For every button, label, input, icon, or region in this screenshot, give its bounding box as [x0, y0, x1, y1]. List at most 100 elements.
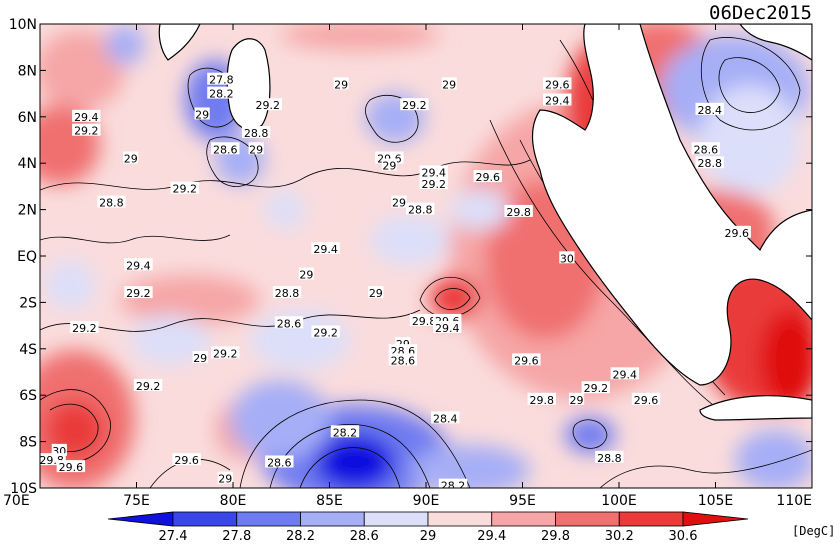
- contour-label: 28.8: [99, 197, 124, 210]
- contour-label-box: [207, 72, 236, 85]
- contour-label-box: [438, 478, 468, 488]
- contour-label-box: [409, 313, 439, 326]
- contour-label: 29.2: [72, 322, 97, 335]
- contour-label-box: [388, 353, 418, 366]
- contour-label: 28.8: [244, 127, 269, 140]
- contour-label-box: [512, 353, 541, 366]
- contour-label: 29.2: [421, 178, 446, 191]
- lat-tick-label: 4S: [19, 342, 37, 358]
- colorbar-segment: [427, 511, 493, 527]
- contour-label-box: [695, 102, 724, 115]
- contour-label-box: [274, 316, 304, 329]
- contour-label: 29.2: [255, 99, 280, 112]
- contour-label: 29.2: [74, 125, 99, 138]
- contour-label: 29: [124, 153, 138, 166]
- contour-label: 28.2: [333, 426, 358, 439]
- contour-label-box: [207, 86, 236, 99]
- colorbar-level-label: 30.6: [669, 529, 698, 544]
- contour-label: 28.8: [597, 452, 622, 465]
- contour-label: 29.6: [59, 461, 84, 474]
- colorbar-level-label: 29.4: [477, 529, 506, 544]
- contour-label: 29.6: [634, 394, 659, 407]
- contour-label: 29: [299, 269, 313, 282]
- lon-tick-label: 75E: [123, 493, 150, 509]
- contour-label: 29.6: [724, 227, 749, 240]
- contour-label-box: [543, 93, 572, 106]
- contour-label: 29.4: [74, 111, 99, 124]
- sumatra-malay-land: [531, 24, 812, 386]
- contour-label: 28.6: [213, 143, 238, 156]
- lat-tick-label: 6N: [18, 110, 37, 126]
- colorbar-segment: [236, 511, 301, 527]
- contour-label: 29.4: [126, 259, 151, 272]
- contour-label: 28.2: [209, 88, 234, 101]
- contour-label: 29.2: [402, 99, 427, 112]
- lon-tick-label: 90E: [413, 493, 440, 509]
- contour-label-box: [311, 325, 340, 338]
- contour-label-box: [133, 378, 163, 391]
- contour-label: 29.4: [313, 243, 338, 256]
- contour-label-box: [248, 142, 264, 155]
- contour-label-box: [97, 195, 126, 208]
- contour-label: 29.8: [412, 315, 437, 328]
- contour-label: 29.4: [545, 95, 570, 108]
- date-label: 06Dec2015: [709, 2, 812, 24]
- contour-label-box: [595, 450, 624, 463]
- contour-label-box: [170, 181, 199, 194]
- colorbar-segment: [555, 511, 620, 527]
- contour-label: 28.2: [441, 480, 466, 493]
- colorbar-segment: [300, 511, 365, 527]
- contour-label-box: [272, 286, 302, 299]
- contour-label-box: [217, 471, 233, 484]
- contour-label-box: [192, 351, 208, 364]
- contour-label: 29: [392, 197, 406, 210]
- contour-label-box: [368, 286, 384, 299]
- contour-label: 29.4: [421, 166, 446, 179]
- contour-label-box: [527, 392, 556, 405]
- colorbar: 27.4 27.8 28.2 28.6 29 29.4 29.8 30.2 30.6: [107, 511, 749, 544]
- contour-label: 29.6: [174, 454, 199, 467]
- colorbar-level-label: 28.2: [286, 529, 315, 544]
- contour-label-box: [330, 425, 360, 438]
- contour-label: 28.8: [408, 204, 433, 217]
- contour-label-box: [431, 411, 460, 424]
- colorbar-segment: [363, 511, 429, 527]
- longitude-axis: 70E 75E 80E 85E 90E 95E 100E 105E 110E: [3, 24, 813, 509]
- colorbar-level-label: 28.6: [350, 529, 379, 544]
- contour-label: 29: [442, 78, 456, 91]
- contour-label: 29.2: [584, 382, 609, 395]
- contour-label-box: [406, 202, 435, 215]
- contour-label: 29.8: [530, 394, 555, 407]
- colorbar-segment: [172, 511, 238, 527]
- contour-label-box: [631, 392, 661, 405]
- contour-label: 28.8: [697, 157, 722, 170]
- contour-label-box: [610, 367, 639, 380]
- lat-tick-label: 6S: [19, 388, 37, 404]
- contour-label-box: [441, 77, 457, 90]
- contour-label: 29: [382, 160, 396, 173]
- contour-label-box: [543, 77, 572, 90]
- lat-tick-label: 10S: [10, 481, 37, 497]
- india-land: [158, 24, 201, 61]
- contour-label: 29.8: [506, 206, 531, 219]
- contour-label: 28.6: [391, 354, 416, 367]
- contour-label-box: [722, 225, 751, 238]
- lat-tick-label: 2N: [18, 203, 37, 219]
- lon-tick-label: 70E: [3, 493, 30, 509]
- lat-tick-label: 4N: [18, 156, 37, 172]
- contour-label: 27.8: [209, 74, 234, 87]
- contour-label: 28.6: [267, 456, 292, 469]
- contour-label-box: [691, 142, 721, 155]
- contour-label: 29: [369, 287, 383, 300]
- contour-label-box: [400, 98, 429, 111]
- colorbar-level-label: 29.8: [541, 529, 570, 544]
- lat-tick-label: EQ: [17, 249, 37, 265]
- contour-label-box: [473, 170, 502, 183]
- colorbar-segment: [491, 511, 556, 527]
- contour-label: 29.6: [514, 354, 539, 367]
- contour-label-box: [241, 126, 271, 139]
- contour-label: 29.2: [213, 347, 238, 360]
- contour-label: 29: [193, 352, 207, 365]
